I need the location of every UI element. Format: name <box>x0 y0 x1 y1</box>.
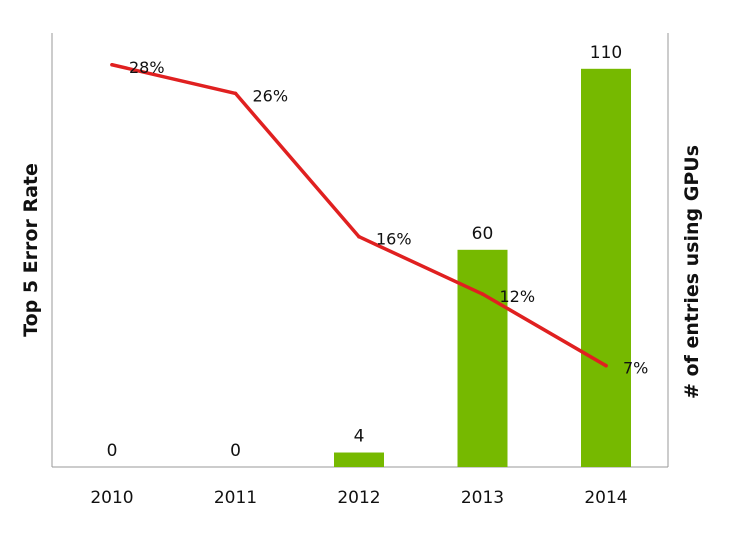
bar-value-label-2013: 60 <box>472 224 494 244</box>
line-value-label-2012: 16% <box>376 230 412 249</box>
bar-value-label-2014: 110 <box>590 43 622 63</box>
line-point-2013 <box>480 292 485 296</box>
bar-2013 <box>457 249 508 467</box>
bar-2014 <box>581 68 631 468</box>
x-tick-label-2012: 2012 <box>337 488 380 508</box>
x-tick-label-2013: 2013 <box>461 488 504 508</box>
line-value-label-2010: 28% <box>129 58 165 77</box>
x-tick-label-2010: 2010 <box>90 488 133 508</box>
line-value-label-2013: 12% <box>500 287 536 306</box>
bar-value-label-2012: 4 <box>354 427 365 447</box>
bar-value-label-2011: 0 <box>230 441 241 461</box>
bar-value-label-2010: 0 <box>107 441 118 461</box>
line-point-2012 <box>357 234 361 239</box>
left-axis-title: Top 5 Error Rate <box>20 163 42 337</box>
line-point-2011 <box>233 91 238 96</box>
x-tick-label-2014: 2014 <box>584 488 627 508</box>
x-tick-label-2011: 2011 <box>214 488 257 508</box>
line-value-label-2011: 26% <box>253 86 289 105</box>
line-value-label-2014: 7% <box>623 359 648 378</box>
error-rate-line <box>110 63 608 368</box>
bar-2012 <box>334 452 384 467</box>
line-point-2010 <box>110 62 114 67</box>
line-point-2014 <box>604 363 608 368</box>
right-axis-title: # of entries using GPUs <box>681 145 703 399</box>
